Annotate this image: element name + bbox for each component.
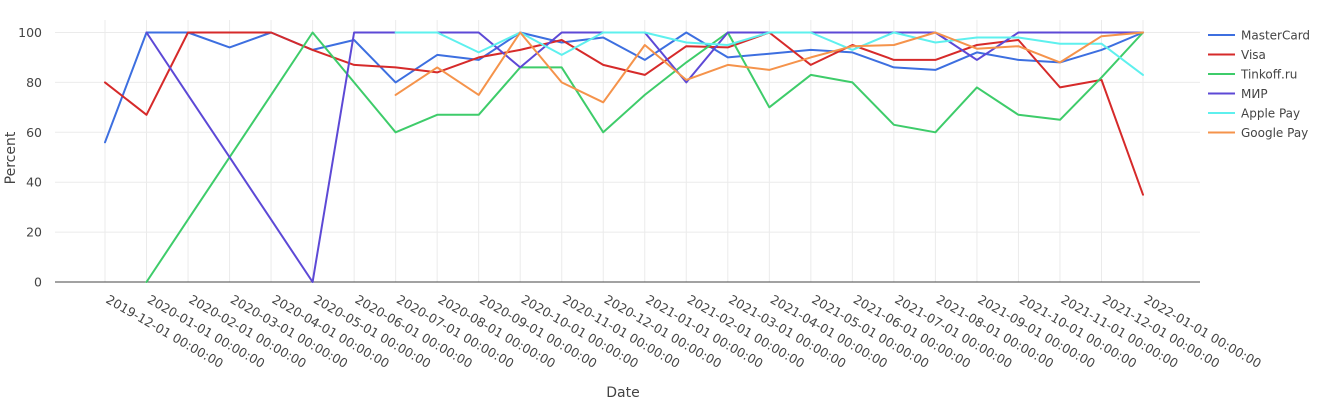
grid-layer	[55, 20, 1200, 283]
y-axis-title: Percent	[3, 131, 19, 184]
y-tick-label: 0	[34, 275, 42, 290]
legend-label: Tinkoff.ru	[1240, 68, 1297, 82]
y-tick-label: 60	[26, 125, 42, 140]
series-layer	[104, 31, 1144, 283]
legend-label: МИР	[1241, 87, 1268, 101]
legend-item[interactable]: MasterCard	[1208, 29, 1310, 43]
legend-label: MasterCard	[1241, 29, 1310, 43]
series-line-google-pay	[394, 31, 1144, 104]
series-line-tinkoff-ru	[145, 31, 1144, 283]
legend-item[interactable]: Apple Pay	[1208, 107, 1300, 121]
y-tick-label: 20	[26, 225, 42, 240]
x-axis-title: Date	[606, 385, 639, 400]
legend-item[interactable]: Google Pay	[1208, 126, 1308, 140]
y-tick-label: 80	[26, 75, 42, 90]
legend-item[interactable]: Visa	[1208, 48, 1266, 62]
series-line-visa	[104, 31, 1144, 196]
y-axis: 0 20 40 60 80 100	[18, 25, 42, 290]
y-tick-label: 100	[18, 25, 42, 40]
y-tick-label: 40	[26, 175, 42, 190]
legend-item[interactable]: МИР	[1208, 87, 1268, 101]
legend-label: Google Pay	[1241, 126, 1308, 140]
legend-label: Visa	[1241, 48, 1266, 62]
legend-label: Apple Pay	[1241, 107, 1300, 121]
legend-item[interactable]: Tinkoff.ru	[1208, 68, 1297, 82]
legend: MasterCard Visa Tinkoff.ru МИР Apple Pay Goog…	[1208, 29, 1310, 140]
